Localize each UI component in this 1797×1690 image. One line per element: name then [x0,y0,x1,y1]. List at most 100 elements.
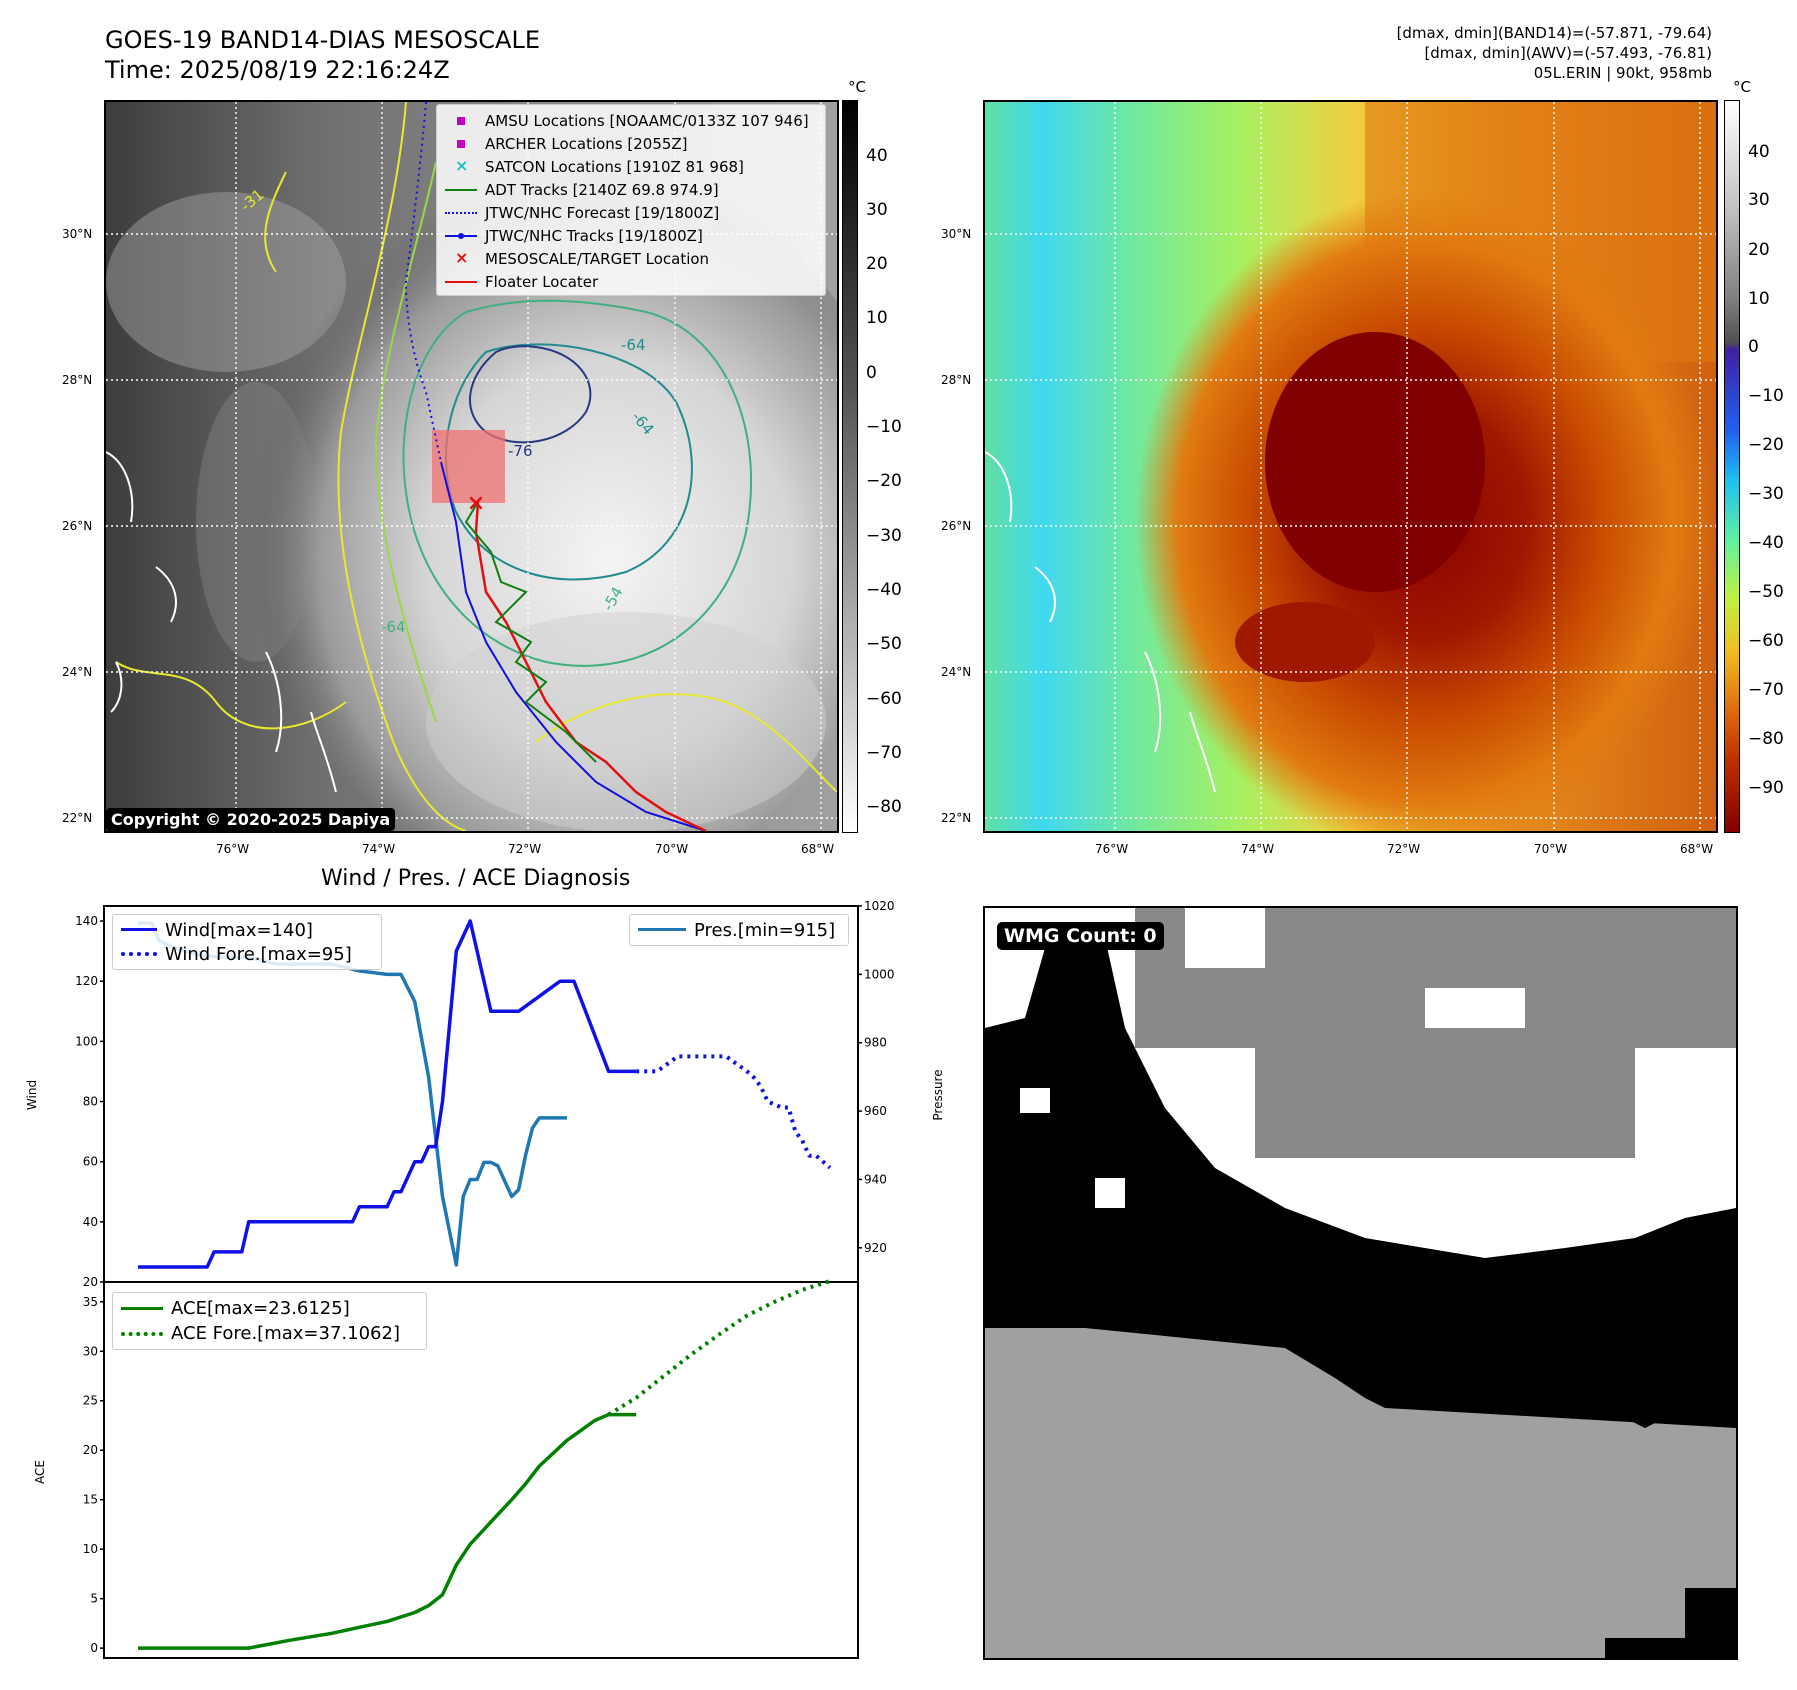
band14-map: × -31 -54 -64 -64 -76 -64 AMSU Locations… [104,100,839,833]
ace-tick-label: 5 [90,1592,98,1606]
colorbar-tick: −80 [1748,729,1784,749]
legend-item: ACE Fore.[max=37.1062] [119,1321,420,1346]
colorbar-unit: °C [1733,78,1751,96]
colorbar-tick: −70 [866,743,902,763]
legend-item: JTWC/NHC Tracks [19/1800Z] [443,224,819,247]
wmg-panel: WMG Count: 0 [983,906,1738,1660]
lon-label: 76°W [216,842,250,856]
pres-tick-label: 1000 [864,967,895,981]
lon-label: 72°W [1387,842,1421,856]
legend-item: × SATCON Locations [1910Z 81 968] [455,155,744,176]
legend-item: AMSU Locations [NOAAMC/0133Z 107 946] [443,109,819,132]
wind-legend: Wind[max=140] Wind Fore.[max=95] [112,914,382,970]
ace-tick-label: 35 [83,1295,98,1309]
ace-ylabel: ACE [33,1460,47,1484]
colorbar-tick: −50 [1748,582,1784,602]
colorbar-tick: −50 [866,634,902,654]
legend-item: ADT Tracks [2140Z 69.8 974.9] [443,178,819,201]
lat-label: 22°N [941,811,972,825]
colorbar-tick: 40 [866,146,888,166]
contour-label: -76 [508,442,533,460]
colorbar-tick: −10 [1748,386,1784,406]
ace-tick-label: 15 [83,1493,98,1507]
colorbar-tick: 0 [866,363,877,383]
info-awv: [dmax, dmin](AWV)=(-57.493, -76.81) [1424,44,1712,62]
colorbar-tick: −90 [1748,778,1784,798]
contour-label: -64 [621,336,646,354]
colorbar-tick: −40 [866,580,902,600]
lon-label: 68°W [801,842,835,856]
colorbar-tick: 10 [1748,289,1770,309]
ace-tick-label: 20 [83,1443,98,1457]
ace-tick-label: 10 [83,1542,98,1556]
figure-time: Time: 2025/08/19 22:16:24Z [105,56,450,84]
legend-item: ACE[max=23.6125] [119,1296,420,1321]
best-track [440,461,707,831]
forecast-track [404,102,442,463]
adt-track [464,501,597,763]
legend-item: Wind[max=140] [119,918,375,942]
awv-colorbar [1724,100,1740,833]
colorbar-tick: −20 [866,471,902,491]
wind-tick-label: 60 [83,1155,98,1169]
colorbar-tick: 40 [1748,142,1770,162]
colorbar-tick: −10 [866,417,902,437]
lon-label: 70°W [655,842,689,856]
colorbar-tick: −60 [866,689,902,709]
colorbar-tick: −40 [1748,533,1784,553]
pres-tick-label: 960 [864,1104,887,1118]
lon-label: 70°W [1534,842,1568,856]
info-band14: [dmax, dmin](BAND14)=(-57.871, -79.64) [1396,24,1712,42]
bw-colorbar [842,100,858,833]
wind-tick-label: 120 [75,974,98,988]
pres-ylabel: Pressure [931,1069,945,1120]
copyright: Copyright © 2020-2025 Dapiya [106,808,396,831]
lon-label: 76°W [1095,842,1129,856]
figure-title: GOES-19 BAND14-DIAS MESOSCALE [105,26,541,54]
colorbar-tick: −30 [1748,484,1784,504]
lon-label: 74°W [1241,842,1275,856]
diag-title: Wind / Pres. / ACE Diagnosis [321,866,631,891]
wmg-count-badge: WMG Count: 0 [997,922,1164,950]
info-storm: 05L.ERIN | 90kt, 958mb [1533,64,1712,82]
wind-tick-label: 140 [75,914,98,928]
lat-label: 30°N [941,227,972,241]
colorbar-tick: 10 [866,308,888,328]
pres-legend: Pres.[min=915] [629,914,849,946]
wmg-svg [985,908,1736,1658]
colorbar-unit: °C [848,78,866,96]
wind-ylabel: Wind [25,1080,39,1110]
pres-tick-label: 980 [864,1036,887,1050]
colorbar-tick: 30 [1748,190,1770,210]
floater-track [474,501,707,831]
wind-tick-label: 40 [83,1215,98,1229]
legend-item: Floater Locater [443,270,819,293]
lon-label: 68°W [1680,842,1714,856]
map-legend: AMSU Locations [NOAAMC/0133Z 107 946] AR… [436,104,826,296]
colorbar-tick: 0 [1748,337,1759,357]
ace-tick-label: 25 [83,1394,98,1408]
lat-label: 26°N [62,519,93,533]
pres-tick-label: 1020 [864,900,895,913]
colorbar-tick: −60 [1748,631,1784,651]
contour-label: -64 [381,618,406,636]
awv-map-svg [985,102,1716,831]
colorbar-tick: −70 [1748,680,1784,700]
lat-label: 22°N [62,811,93,825]
ace-forecast-line [607,1279,831,1417]
colorbar-tick: 30 [866,200,888,220]
pressure-line [138,921,567,1267]
ace-tick-label: 30 [83,1344,98,1358]
ace-axes-frame [103,1281,859,1659]
legend-item: ARCHER Locations [2055Z] [443,132,819,155]
svg-text:×: × [467,491,485,516]
pres-tick-label: 920 [864,1241,887,1255]
ace-legend: ACE[max=23.6125] ACE Fore.[max=37.1062] [112,1292,427,1350]
pres-tick-label: 940 [864,1172,887,1186]
lat-label: 28°N [941,373,972,387]
legend-item: Wind Fore.[max=95] [119,942,375,966]
lat-label: 28°N [62,373,93,387]
colorbar-tick: −30 [866,526,902,546]
lat-label: 30°N [62,227,93,241]
